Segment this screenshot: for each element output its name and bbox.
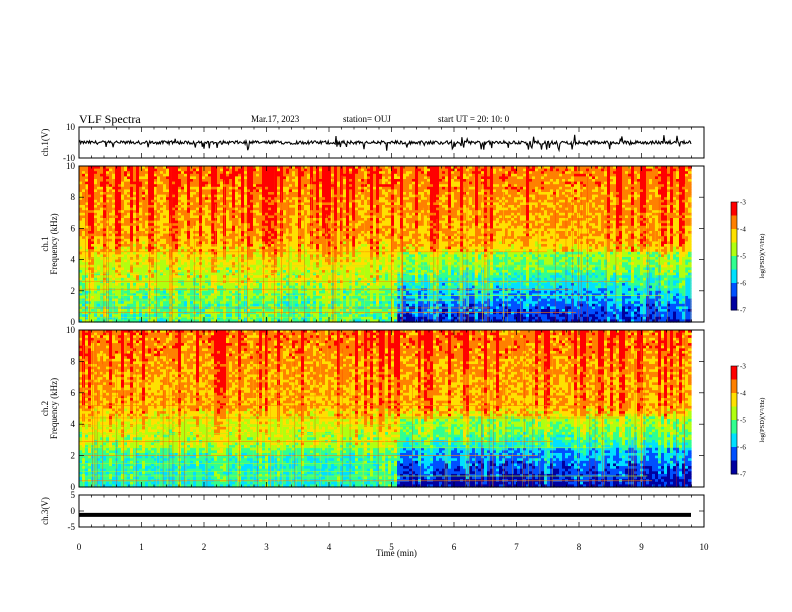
- ch2-colorbar-tick-label: -7: [740, 471, 746, 479]
- ch1-colorbar-tick-label: -4: [740, 226, 746, 234]
- sp1-ytick-label: 0: [71, 317, 76, 327]
- ch1-colorbar-tick-label: -7: [740, 307, 746, 315]
- sp2-ylabel: Frequency (kHz): [49, 378, 59, 439]
- x-tick-label: 5: [389, 542, 394, 552]
- ch1-colorbar-tick-label: -5: [740, 253, 746, 261]
- ch1-waveform: [78, 134, 692, 153]
- date-label: Mar.17, 2023: [251, 114, 299, 124]
- ch2-colorbar-tick-label: -5: [740, 417, 746, 425]
- ch1-trace: [78, 134, 692, 153]
- ch2-colorbar-tick-label: -4: [740, 390, 746, 398]
- ch1-ytick-label: -10: [63, 153, 75, 163]
- x-tick-label: 6: [452, 542, 457, 552]
- sp2-ytick-label: 4: [71, 419, 76, 429]
- x-tick-label: 9: [639, 542, 644, 552]
- ch1-axes: 10 -10 ch.1(V): [40, 122, 705, 163]
- ch1-colorbar: -3 -4 -5 -6 -7 log(PSD)(V²/Hz): [730, 199, 766, 315]
- x-tick-label: 10: [700, 542, 710, 552]
- ch2-spectrogram: [79, 330, 692, 488]
- x-tick-label: 0: [77, 542, 82, 552]
- sp1-ytick-label: 10: [66, 161, 76, 171]
- sp1-ytick-label: 2: [71, 286, 76, 296]
- ch3-ytick-label: 5: [71, 490, 76, 500]
- ch2-colorbar-label: log(PSD)(V²/Hz): [759, 398, 766, 443]
- x-tick-label: 1: [139, 542, 144, 552]
- x-tick-label: 4: [327, 542, 332, 552]
- x-tick-label: 3: [264, 542, 269, 552]
- ch1-colorbar-tick-label: -6: [740, 280, 746, 288]
- x-tick-label: 8: [577, 542, 582, 552]
- station-label: station= OUJ: [343, 114, 391, 124]
- sp2-ylabel: ch.2: [40, 401, 50, 416]
- ch3-ylabel: ch.3(V): [40, 497, 50, 525]
- sp2-ytick-label: 6: [71, 388, 76, 398]
- ch3-ytick-label: -5: [68, 522, 76, 532]
- sp2-ytick-label: 0: [71, 482, 76, 492]
- ch1-spectrogram: [79, 166, 692, 323]
- ch3-ytick-label: 0: [71, 506, 76, 516]
- x-tick-label: 7: [514, 542, 519, 552]
- x-axis-ticks: 0 1 2 3 4 5 6 7 8 9 10: [77, 542, 709, 552]
- ch3-axes: 5 0 -5 ch.3(V): [40, 490, 705, 532]
- sp2-ytick-label: 8: [71, 356, 76, 366]
- sp1-ytick-label: 4: [71, 255, 76, 265]
- ch2-colorbar: -3 -4 -5 -6 -7 log(PSD)(V²/Hz): [730, 363, 766, 479]
- sp2-ytick-label: 2: [71, 451, 76, 461]
- ch1-ylabel: ch.1(V): [40, 129, 50, 157]
- sp1-axes: 0 2 4 6 8 10 ch.1 Frequency (kHz): [40, 161, 705, 327]
- ch1-colorbar-tick-label: -3: [740, 199, 746, 207]
- sp1-ylabel: Frequency (kHz): [49, 213, 59, 274]
- x-axis-label: Time (min): [376, 548, 417, 558]
- sp1-ytick-label: 6: [71, 223, 76, 233]
- ch1-colorbar-label: log(PSD)(V²/Hz): [759, 234, 766, 279]
- sp2-axes: 0 2 4 6 8 10 ch.2 Frequency (kHz): [40, 325, 705, 492]
- sp1-ylabel: ch.1: [40, 236, 50, 251]
- ch2-colorbar-tick-label: -6: [740, 444, 746, 452]
- sp1-ytick-label: 8: [71, 192, 76, 202]
- ch1-ytick-label: 10: [66, 122, 76, 132]
- figure-title: VLF Spectra: [79, 112, 141, 127]
- start-time-label: start UT = 20: 10: 0: [438, 114, 509, 124]
- sp2-ytick-label: 10: [66, 325, 76, 335]
- ch2-colorbar-tick-label: -3: [740, 363, 746, 371]
- x-tick-label: 2: [202, 542, 207, 552]
